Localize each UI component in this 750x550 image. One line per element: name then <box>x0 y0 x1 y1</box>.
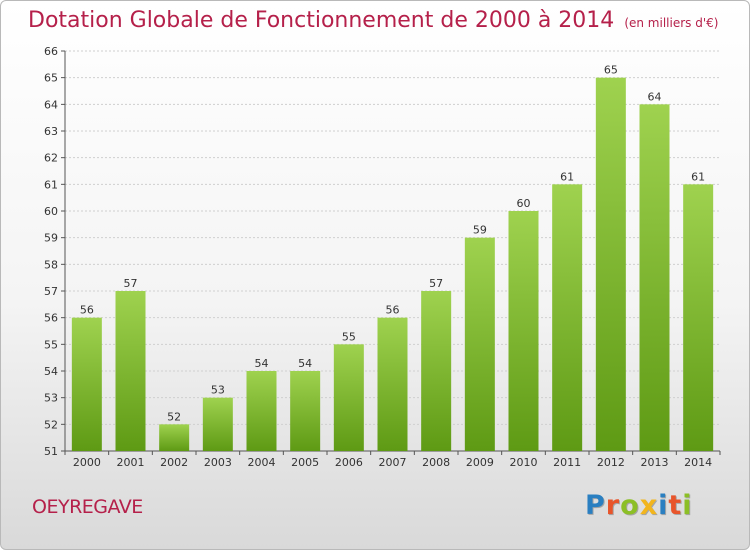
bar <box>595 77 626 452</box>
y-tick-label: 59 <box>44 232 58 245</box>
x-tick-label: 2011 <box>553 456 581 469</box>
data-label: 59 <box>473 224 487 237</box>
bar <box>421 291 452 451</box>
y-tick-label: 56 <box>44 312 58 325</box>
y-tick-label: 58 <box>44 258 58 271</box>
y-tick-label: 61 <box>44 178 58 191</box>
proxiti-logo[interactable]: Proxiti <box>585 490 693 521</box>
data-label: 57 <box>124 277 138 290</box>
y-tick-label: 55 <box>44 338 58 351</box>
x-tick-label: 2009 <box>466 456 494 469</box>
bar <box>246 371 277 451</box>
town-name: OEYREGAVE <box>32 496 143 518</box>
x-tick-label: 2014 <box>684 456 712 469</box>
y-tick-label: 57 <box>44 285 58 298</box>
bar <box>202 397 233 451</box>
y-tick-label: 63 <box>44 125 58 138</box>
y-tick-label: 62 <box>44 152 58 165</box>
x-axis-ticks: 2000 2001 2002 2003 2004 2005 2006 2007 2008 2009… <box>64 451 721 469</box>
data-label: 65 <box>604 64 618 77</box>
bar <box>552 184 583 452</box>
bar <box>508 211 539 451</box>
data-labels: 56 57 52 53 54 54 55 56 57 59 60 61 65 64 61 <box>80 64 705 424</box>
x-tick-label: 2013 <box>641 456 669 469</box>
bar <box>683 184 714 452</box>
data-label: 56 <box>386 304 400 317</box>
logo-letter: t <box>668 490 683 521</box>
bars <box>71 77 714 452</box>
bar <box>115 291 146 451</box>
data-label: 54 <box>255 357 269 370</box>
y-tick-label: 52 <box>44 418 58 431</box>
chart-title: Dotation Globale de Fonctionnement de 20… <box>28 8 718 33</box>
bar <box>377 317 408 451</box>
y-tick-label: 65 <box>44 72 58 85</box>
x-tick-label: 2005 <box>291 456 319 469</box>
logo-letter: i <box>682 490 693 521</box>
y-axis-ticks: 51 52 53 54 55 56 57 58 59 60 61 62 63 64 65 66 <box>44 45 65 458</box>
y-tick-label: 51 <box>44 445 58 458</box>
x-tick-label: 2007 <box>379 456 407 469</box>
x-tick-label: 2001 <box>117 456 145 469</box>
data-label: 54 <box>298 357 312 370</box>
data-label: 61 <box>691 170 705 183</box>
data-label: 57 <box>429 277 443 290</box>
y-tick-label: 66 <box>44 45 58 58</box>
bar <box>290 371 321 451</box>
bar <box>333 344 364 451</box>
logo-letter: P <box>585 490 606 521</box>
logo-letter: x <box>639 490 659 521</box>
data-label: 56 <box>80 304 94 317</box>
data-label: 61 <box>560 170 574 183</box>
bar <box>464 237 495 451</box>
y-tick-label: 54 <box>44 365 58 378</box>
data-label: 64 <box>648 90 662 103</box>
data-label: 55 <box>342 330 356 343</box>
x-tick-label: 2006 <box>335 456 363 469</box>
bar <box>71 317 102 451</box>
y-tick-label: 64 <box>44 98 58 111</box>
x-tick-label: 2002 <box>160 456 188 469</box>
x-tick-label: 2010 <box>510 456 538 469</box>
x-tick-label: 2000 <box>73 456 101 469</box>
logo-letter: r <box>605 490 621 521</box>
bar <box>639 104 670 451</box>
logo-letter: i <box>658 490 669 521</box>
bar <box>159 424 190 451</box>
data-label: 60 <box>517 197 531 210</box>
x-tick-label: 2003 <box>204 456 232 469</box>
logo-letter: o <box>620 490 640 521</box>
y-tick-label: 60 <box>44 205 58 218</box>
data-label: 53 <box>211 384 225 397</box>
x-tick-label: 2008 <box>422 456 450 469</box>
chart-subtitle: (en milliers d'€) <box>624 16 719 30</box>
chart-title-text: Dotation Globale de Fonctionnement de 20… <box>28 8 615 33</box>
x-tick-label: 2012 <box>597 456 625 469</box>
x-tick-label: 2004 <box>248 456 276 469</box>
data-label: 52 <box>167 410 181 423</box>
y-tick-label: 53 <box>44 392 58 405</box>
